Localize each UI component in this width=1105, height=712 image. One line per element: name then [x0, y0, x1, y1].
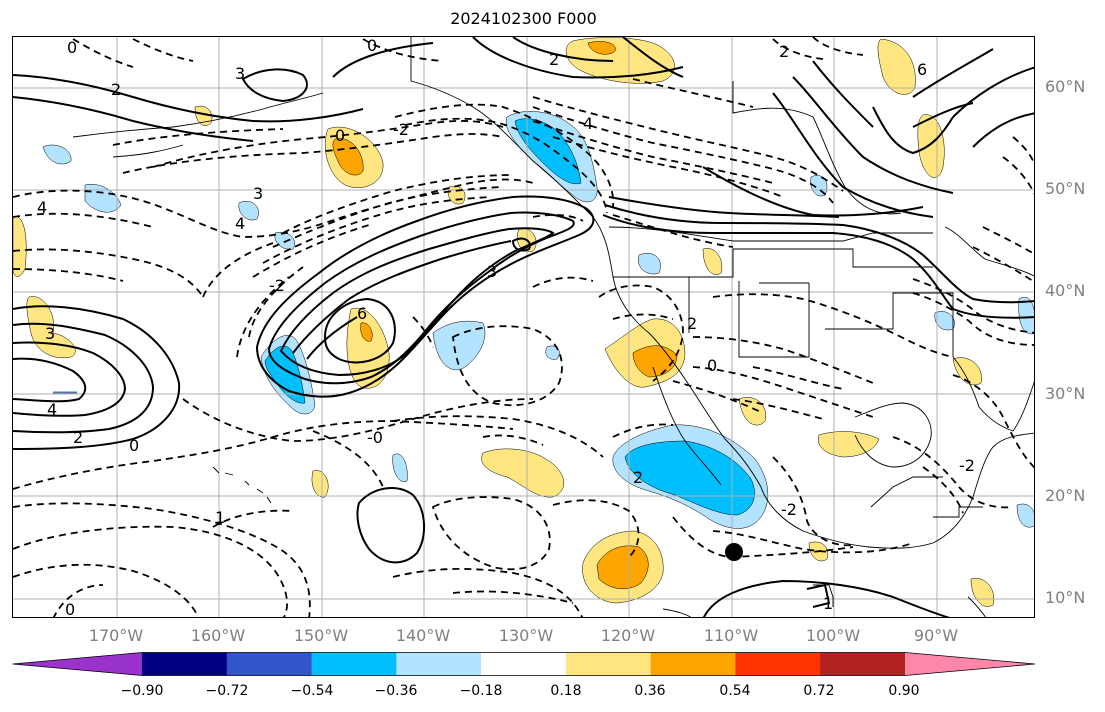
contour-label: 3 — [235, 64, 245, 83]
colorbar-tick-label: 0.18 — [550, 683, 582, 699]
lon-label: 160°W — [190, 626, 246, 645]
map-panel[interactable]: 0 2 3 0 2 2 4 6 4 3 4 0 6 3 3 -2 2 0 4 2… — [12, 36, 1035, 618]
colorbar — [12, 652, 1036, 676]
contour-labels: 0 2 3 0 2 2 4 6 4 3 4 0 6 3 3 -2 2 0 4 2… — [37, 37, 975, 618]
lat-label: 40°N — [1045, 281, 1086, 300]
colorbar-segment — [820, 652, 906, 676]
lon-label: 120°W — [600, 626, 656, 645]
lat-label: 10°N — [1045, 588, 1086, 607]
contour-label: 3 — [487, 262, 497, 281]
contour-label: 0 — [129, 436, 139, 455]
lat-label: 50°N — [1045, 179, 1086, 198]
contour-label: -2 — [393, 120, 409, 139]
colorbar-segment — [735, 652, 821, 676]
lat-label: 60°N — [1045, 77, 1086, 96]
colorbar-segment — [650, 652, 736, 676]
colorbar-segment — [226, 652, 313, 676]
lat-label: 20°N — [1045, 486, 1086, 505]
contour-label: 0 — [367, 37, 377, 55]
lon-label: 170°W — [88, 626, 144, 645]
contour-label: 0 — [65, 600, 75, 618]
contour-label: 3 — [253, 184, 263, 203]
contour-label: 6 — [357, 304, 367, 323]
contour-label: 0 — [67, 38, 77, 57]
colorbar-tick-label: 0.90 — [888, 683, 920, 699]
contour-label: 2 — [111, 80, 121, 99]
colorbar-tick-label: −0.72 — [205, 683, 249, 699]
contour-label: 0 — [707, 356, 717, 375]
contour-label: -2 — [269, 276, 285, 295]
contour-label: 4 — [235, 214, 245, 233]
coastlines — [72, 37, 1034, 617]
lon-label: 140°W — [395, 626, 451, 645]
dashed-contours — [13, 37, 1034, 617]
positive-anomaly-shading — [13, 37, 995, 607]
contour-label: 4 — [583, 114, 593, 133]
lat-label: 30°N — [1045, 384, 1086, 403]
contour-label: 2 — [549, 50, 559, 69]
contour-label: 4 — [47, 400, 57, 419]
lon-label: 110°W — [703, 626, 759, 645]
colorbar-tick-label: −0.18 — [459, 683, 503, 699]
contour-label: -0 — [367, 428, 383, 447]
contour-label: 2 — [687, 314, 697, 333]
colorbar-tick-label: 0.54 — [719, 683, 751, 699]
contour-label: 2 — [633, 468, 643, 487]
solid-contours — [13, 37, 1034, 617]
colorbar-extend-max — [905, 652, 1035, 676]
colorbar-segment — [142, 652, 228, 676]
colorbar-extend-min — [12, 652, 142, 676]
weather-map: 0 2 3 0 2 2 4 6 4 3 4 0 6 3 3 -2 2 0 4 2… — [13, 37, 1034, 618]
map-title: 2024102300 F000 — [450, 9, 597, 28]
lon-label: 150°W — [293, 626, 349, 645]
colorbar-tick-label: 0.36 — [634, 683, 666, 699]
contour-label: 4 — [37, 198, 47, 217]
contour-label: 2 — [779, 42, 789, 61]
colorbar-tick-label: −0.36 — [374, 683, 418, 699]
colorbar-segment — [565, 652, 652, 676]
contour-label: 6 — [917, 60, 927, 79]
colorbar-tick-label: −0.90 — [120, 683, 164, 699]
colorbar-segment — [481, 652, 567, 676]
contour-label: 1 — [823, 594, 833, 613]
contour-label: 3 — [45, 324, 55, 343]
colorbar-tick-label: −0.54 — [290, 683, 334, 699]
contour-label: 1 — [215, 508, 225, 527]
lon-label: 90°W — [913, 626, 959, 645]
contour-label: 2 — [73, 428, 83, 447]
colorbar-tick-label: 0.72 — [803, 683, 835, 699]
contour-label: 0 — [335, 126, 345, 145]
contour-label: -2 — [959, 456, 975, 475]
colorbar-segment — [396, 652, 482, 676]
contour-label: -2 — [781, 500, 797, 519]
negative-anomaly-shading — [42, 111, 1034, 529]
colorbar-segment — [311, 652, 397, 676]
marker-dot — [725, 543, 743, 561]
lon-label: 100°W — [805, 626, 861, 645]
lon-label: 130°W — [498, 626, 554, 645]
